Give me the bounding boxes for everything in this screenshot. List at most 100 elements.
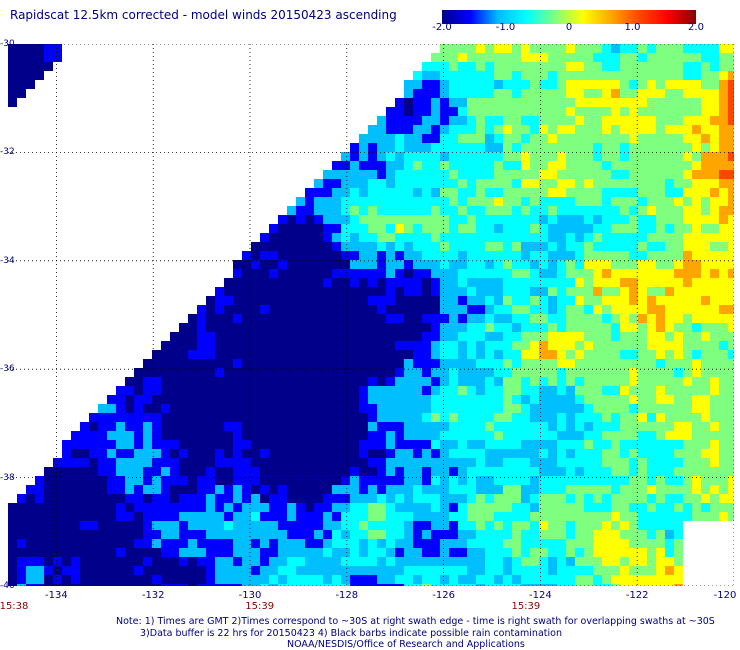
data-cell: [188, 503, 197, 512]
data-cell: [593, 476, 602, 485]
data-cell: [134, 476, 143, 485]
data-cell: [458, 215, 467, 224]
data-cell: [242, 332, 251, 341]
data-cell: [512, 386, 521, 395]
data-cell: [728, 314, 734, 323]
data-cell: [449, 548, 458, 557]
data-cell: [548, 269, 557, 278]
data-cell: [683, 386, 692, 395]
data-cell: [539, 332, 548, 341]
data-cell: [341, 557, 350, 566]
data-cell: [665, 305, 674, 314]
data-cell: [593, 98, 602, 107]
data-cell: [386, 566, 395, 575]
data-cell: [179, 413, 188, 422]
data-cell: [710, 143, 719, 152]
data-cell: [251, 296, 260, 305]
data-cell: [557, 368, 566, 377]
data-cell: [611, 341, 620, 350]
data-cell: [530, 143, 539, 152]
data-cell: [692, 224, 701, 233]
data-cell: [314, 431, 323, 440]
data-cell: [170, 332, 179, 341]
data-cell: [89, 467, 98, 476]
data-cell: [611, 584, 620, 586]
data-cell: [197, 341, 206, 350]
data-cell: [386, 350, 395, 359]
data-cell: [377, 494, 386, 503]
data-cell: [530, 575, 539, 584]
data-cell: [53, 485, 62, 494]
data-cell: [440, 296, 449, 305]
data-cell: [458, 512, 467, 521]
data-cell: [413, 134, 422, 143]
data-cell: [476, 377, 485, 386]
data-cell: [341, 566, 350, 575]
data-cell: [287, 206, 296, 215]
data-cell: [566, 260, 575, 269]
data-cell: [458, 80, 467, 89]
data-cell: [377, 377, 386, 386]
data-cell: [548, 431, 557, 440]
data-cell: [602, 494, 611, 503]
data-cell: [17, 71, 26, 80]
data-cell: [494, 269, 503, 278]
data-cell: [152, 485, 161, 494]
data-cell: [422, 341, 431, 350]
data-cell: [683, 179, 692, 188]
data-cell: [152, 566, 161, 575]
data-cell: [179, 458, 188, 467]
data-cell: [647, 44, 656, 53]
data-cell: [377, 161, 386, 170]
data-cell: [161, 377, 170, 386]
data-cell: [584, 368, 593, 377]
data-cell: [512, 242, 521, 251]
data-cell: [494, 71, 503, 80]
data-cell: [305, 512, 314, 521]
data-cell: [602, 305, 611, 314]
data-cell: [467, 161, 476, 170]
data-cell: [494, 377, 503, 386]
data-cell: [386, 116, 395, 125]
data-cell: [449, 152, 458, 161]
data-cell: [260, 449, 269, 458]
data-cell: [728, 143, 734, 152]
data-cell: [206, 557, 215, 566]
data-cell: [620, 143, 629, 152]
data-cell: [431, 224, 440, 233]
data-cell: [17, 575, 26, 584]
data-cell: [557, 584, 566, 586]
data-cell: [602, 539, 611, 548]
data-cell: [485, 260, 494, 269]
data-cell: [269, 287, 278, 296]
data-cell: [647, 359, 656, 368]
data-cell: [215, 566, 224, 575]
data-cell: [602, 62, 611, 71]
data-cell: [170, 539, 179, 548]
data-cell: [521, 179, 530, 188]
data-cell: [341, 395, 350, 404]
data-cell: [386, 494, 395, 503]
data-cell: [701, 242, 710, 251]
data-cell: [413, 215, 422, 224]
data-cell: [503, 242, 512, 251]
data-cell: [548, 107, 557, 116]
data-cell: [197, 404, 206, 413]
data-cell: [422, 503, 431, 512]
data-cell: [503, 566, 512, 575]
data-cell: [287, 413, 296, 422]
data-cell: [107, 476, 116, 485]
data-cell: [395, 368, 404, 377]
data-cell: [215, 485, 224, 494]
data-cell: [395, 404, 404, 413]
data-cell: [251, 467, 260, 476]
data-cell: [512, 260, 521, 269]
data-cell: [359, 557, 368, 566]
data-cell: [71, 431, 80, 440]
data-cell: [701, 359, 710, 368]
data-cell: [359, 467, 368, 476]
data-cell: [485, 188, 494, 197]
data-cell: [665, 485, 674, 494]
data-cell: [269, 566, 278, 575]
data-cell: [656, 530, 665, 539]
